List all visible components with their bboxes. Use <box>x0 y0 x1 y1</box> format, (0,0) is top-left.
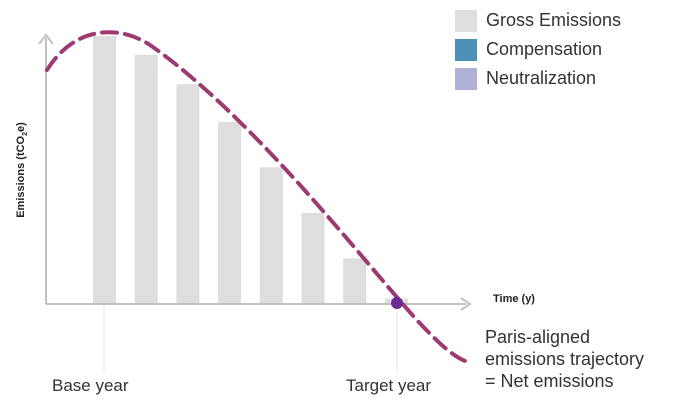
bar-5 <box>259 167 283 304</box>
legend-swatch-neutralization <box>455 67 477 90</box>
legend-item-neutralization: Neutralization <box>455 64 621 93</box>
legend-swatch-compensation <box>455 38 477 61</box>
base-year-label: Base year <box>52 376 129 395</box>
trajectory-label-line-1: Paris-aligned <box>485 327 591 347</box>
bars-group <box>93 36 408 304</box>
trajectory-label-line-2: emissions trajectory <box>485 349 645 369</box>
legend-label-gross: Gross Emissions <box>486 10 622 30</box>
bar-3 <box>176 84 200 304</box>
x-axis-label: Time (y) <box>493 293 535 305</box>
legend-label-neutralization: Neutralization <box>486 68 597 88</box>
trajectory-label: Paris-aligned emissions trajectory = Net… <box>485 326 644 392</box>
legend-swatch-gross <box>455 9 477 32</box>
bar-7 <box>343 258 367 304</box>
trajectory-label-line-3: = Net emissions <box>485 371 614 391</box>
bar-4 <box>218 121 242 304</box>
x-axis-arrow <box>460 297 472 311</box>
legend-item-compensation: Compensation <box>455 35 621 64</box>
legend: Gross Emissions Compensation Neutralizat… <box>455 6 621 93</box>
legend-item-gross: Gross Emissions <box>455 6 621 35</box>
bar-2 <box>134 54 158 304</box>
bar-6 <box>301 212 325 304</box>
legend-label-compensation: Compensation <box>486 39 603 59</box>
y-axis-arrow <box>38 33 54 45</box>
target-year-dot <box>391 297 403 309</box>
target-year-label: Target year <box>346 376 432 395</box>
bar-1 <box>93 36 116 304</box>
trajectory-line <box>45 30 470 364</box>
y-axis-label: Emissions (tCO2e) <box>14 122 30 218</box>
